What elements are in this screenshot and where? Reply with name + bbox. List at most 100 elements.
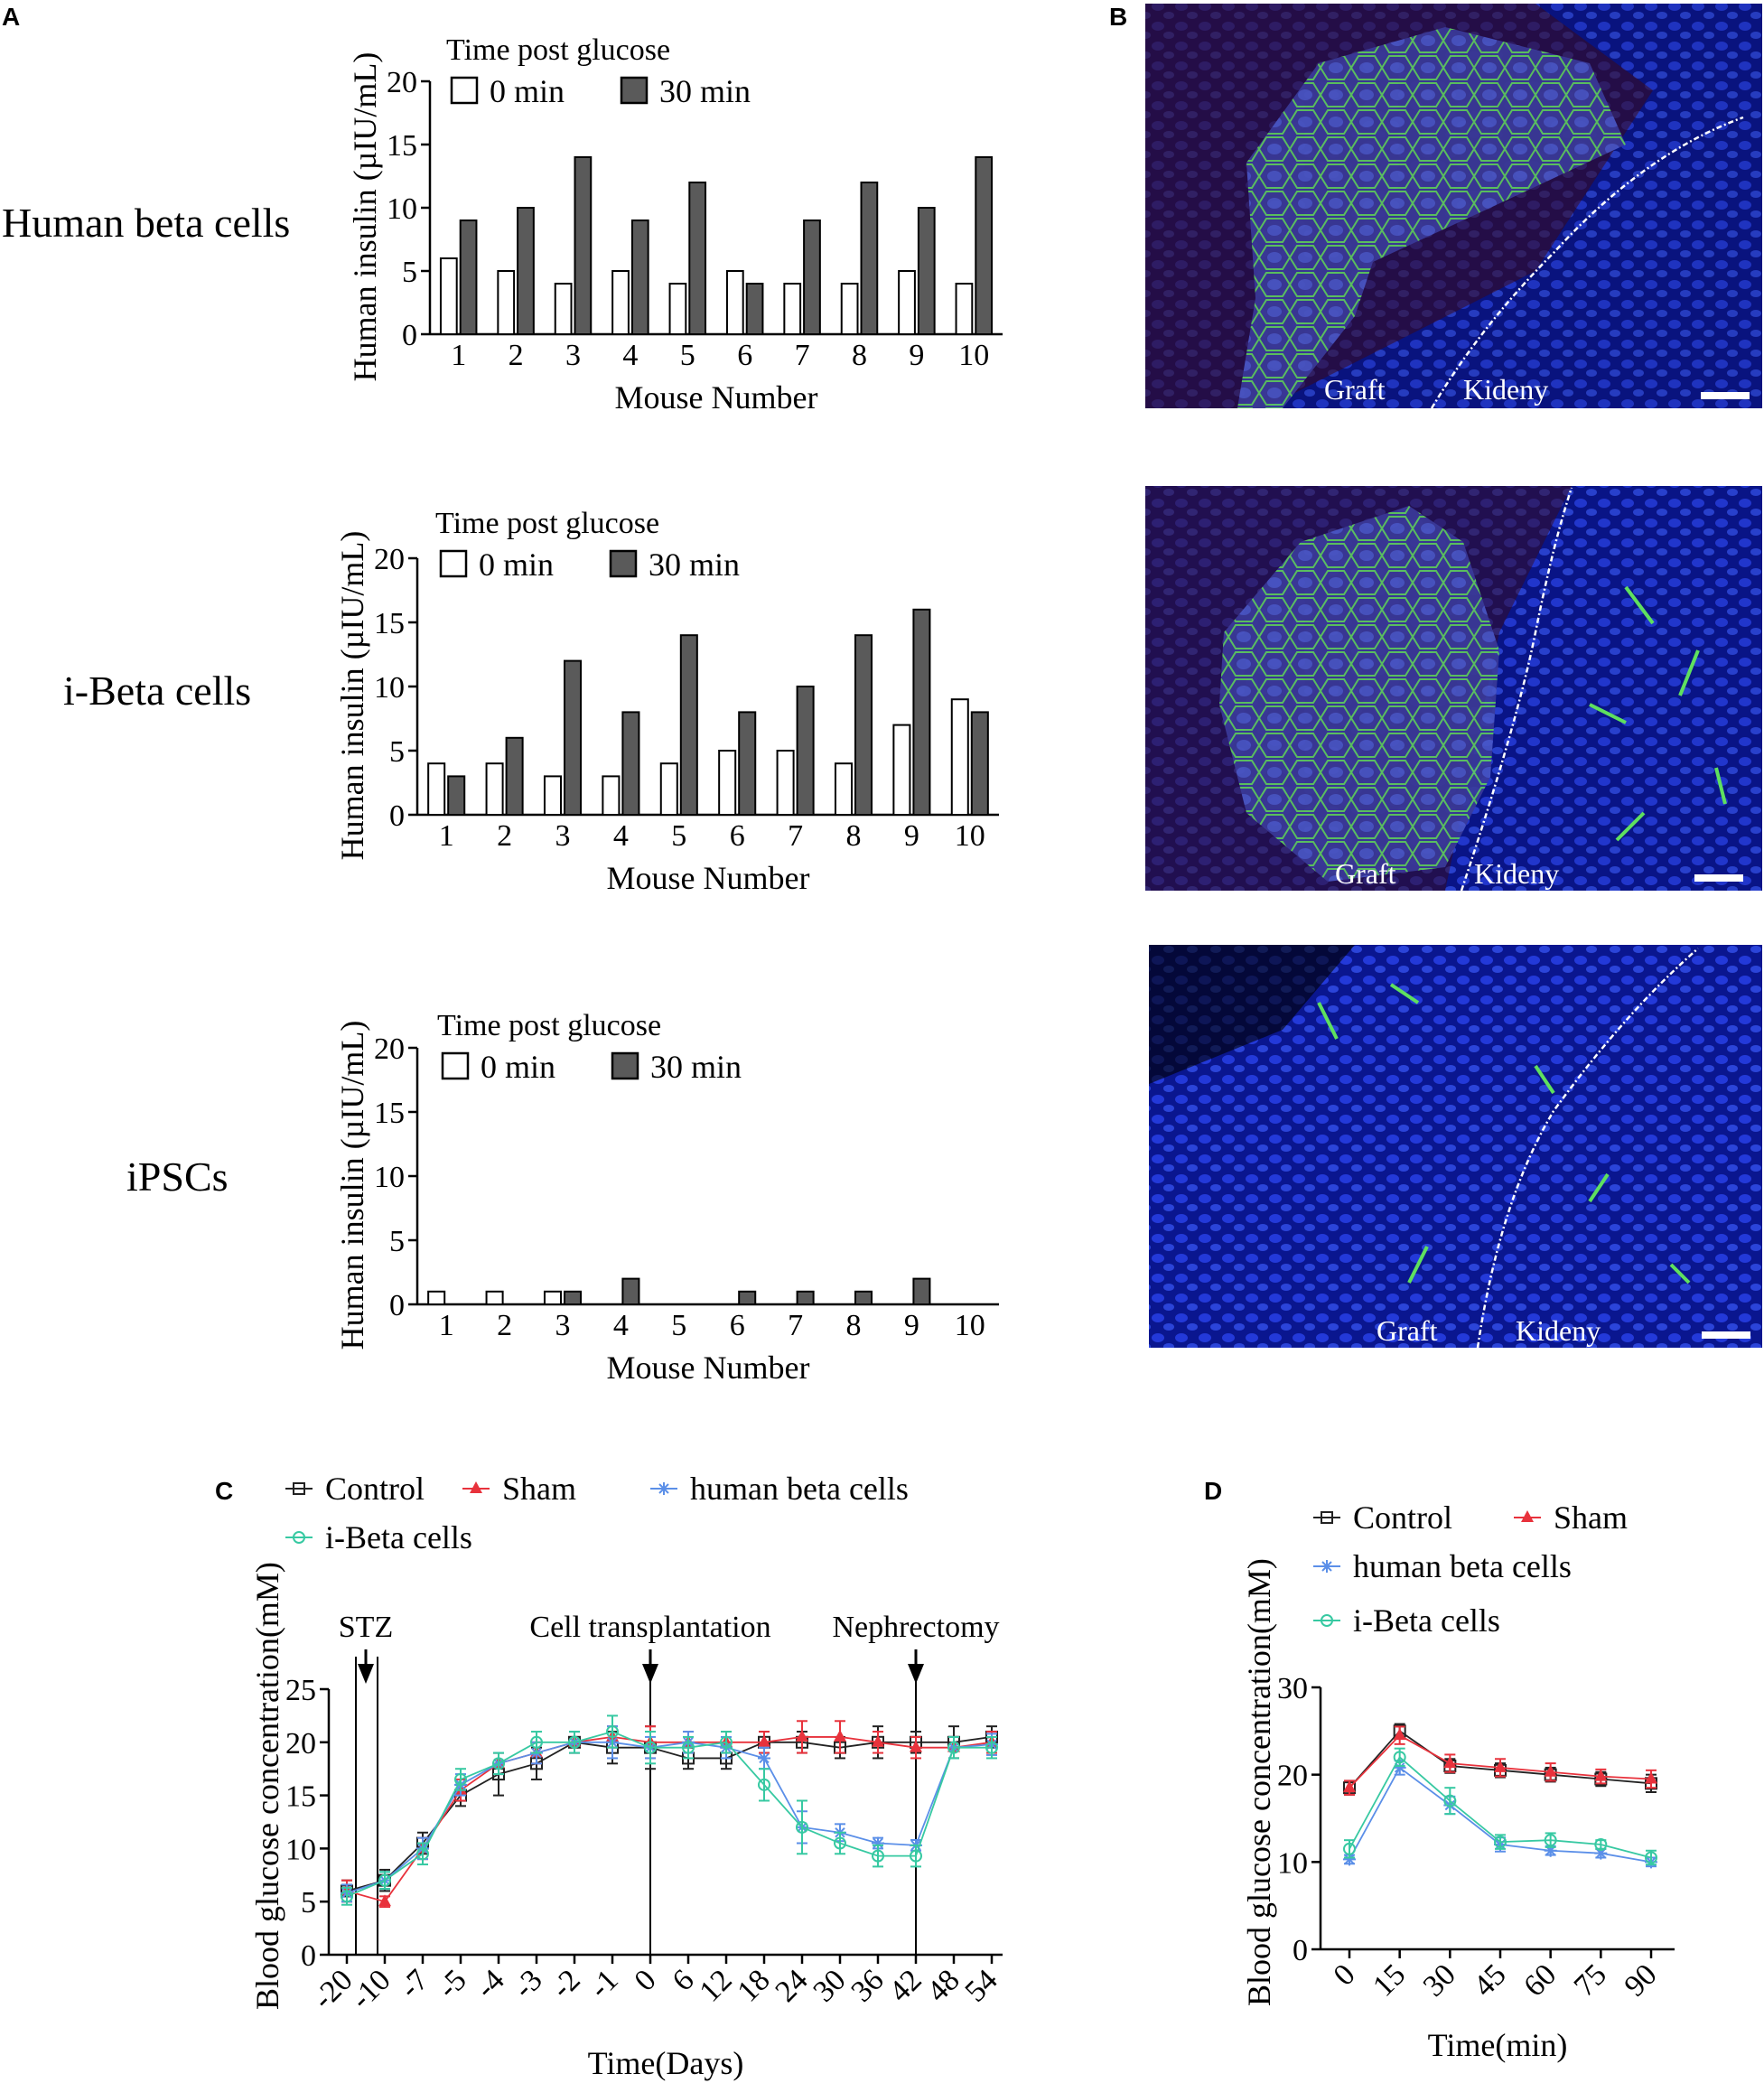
legend-swatch-30min [620, 76, 649, 105]
marker-sham [796, 1729, 808, 1742]
y-tick-label: 15 [387, 129, 417, 163]
marker-i-beta [1343, 1842, 1356, 1855]
x-tick-label: 6 [666, 1963, 700, 1997]
series-line [346, 1731, 992, 1898]
panel-label-c: C [215, 1477, 233, 1505]
bar-30-min [679, 634, 698, 817]
marker-i-beta [1645, 1851, 1657, 1864]
bar-0-min [485, 1290, 504, 1306]
x-tick-label: -3 [507, 1963, 548, 2004]
x-tick-label: 4 [613, 819, 629, 853]
annotation-arrow [642, 1664, 658, 1684]
bar-0-min [543, 775, 563, 817]
marker-sham [910, 1740, 922, 1752]
y-tick-label: 10 [387, 192, 417, 226]
x-tick-label: 60 [1517, 1957, 1563, 2003]
y-axis-label: Human insulin (µIU/mL) [347, 52, 383, 382]
legend-label: i-Beta cells [1353, 1602, 1500, 1639]
x-tick-label: 5 [671, 1309, 686, 1342]
marker-control [293, 1482, 305, 1495]
marker-i-beta [1544, 1834, 1557, 1847]
marker-sham [1393, 1728, 1406, 1741]
bar-30-min [975, 156, 994, 335]
y-tick-label: 10 [285, 1833, 316, 1866]
x-tick-label: 8 [846, 1309, 862, 1342]
bar-30-min [854, 1290, 873, 1306]
marker-i-beta [568, 1735, 581, 1749]
marker-human-beta [872, 1836, 884, 1850]
bar-30-min [738, 711, 757, 817]
x-tick-label: 90 [1618, 1957, 1663, 2003]
y-tick-label: 25 [285, 1674, 316, 1707]
marker-i-beta [492, 1757, 505, 1770]
marker-i-beta [947, 1741, 960, 1754]
marker-i-beta [1494, 1835, 1507, 1849]
legend-label: human beta cells [690, 1471, 909, 1507]
marker-i-beta [872, 1849, 884, 1863]
y-tick-label: 0 [1293, 1934, 1308, 1967]
x-tick-label: -1 [583, 1963, 624, 2004]
legend-label-30min: 30 min [650, 1049, 742, 1085]
x-tick-label: 2 [497, 819, 512, 853]
marker-i-beta [1443, 1794, 1457, 1807]
marker-human-beta [658, 1482, 670, 1495]
marker-i-beta [454, 1772, 467, 1786]
marker-i-beta [1321, 1614, 1333, 1627]
scale-bar-2 [1694, 874, 1743, 882]
bar-0-min [439, 257, 458, 335]
marker-sham [1544, 1764, 1557, 1777]
bar-0-min [840, 283, 859, 335]
x-tick-label: -10 [344, 1963, 397, 2015]
bar-30-min [621, 1277, 640, 1305]
graft-label-1: Graft [1324, 373, 1386, 406]
micrograph-i-beta: Graft Kideny [1145, 486, 1762, 892]
x-tick-label: 3 [565, 339, 581, 372]
legend-label: i-Beta cells [325, 1519, 472, 1555]
legend-title: Time post glucose [446, 33, 670, 67]
x-tick-label: 45 [1467, 1957, 1512, 2003]
marker-human-beta [1393, 1761, 1406, 1774]
bar-30-min [854, 634, 873, 817]
kidney-label-2: Kideny [1474, 857, 1559, 890]
y-tick-label: 5 [402, 256, 417, 289]
y-tick-label: 20 [1277, 1760, 1308, 1793]
legend-label: human beta cells [1353, 1548, 1572, 1584]
graft-label-2: Graft [1335, 857, 1396, 890]
bar-30-min [459, 220, 478, 335]
bar-0-min [602, 775, 621, 817]
marker-i-beta [758, 1778, 770, 1791]
bar-30-min [630, 220, 649, 335]
legend-label: Sham [502, 1471, 576, 1507]
legend-label: Control [325, 1471, 425, 1507]
panel-label-a: A [2, 3, 20, 31]
x-tick-label: 4 [622, 339, 638, 372]
y-tick-label: 5 [301, 1886, 316, 1920]
marker-sham [378, 1894, 391, 1907]
x-tick-label: 2 [497, 1309, 512, 1342]
y-tick-label: 15 [374, 1097, 405, 1130]
scale-bar-3 [1702, 1331, 1750, 1339]
marker-i-beta [378, 1873, 391, 1887]
x-tick-label: 75 [1568, 1957, 1613, 2003]
marker-i-beta [416, 1847, 429, 1861]
y-tick-label: 20 [374, 543, 405, 576]
legend-label-30min: 30 min [649, 546, 740, 583]
marker-sham [1594, 1769, 1608, 1781]
annotation-label: STZ [339, 1611, 393, 1644]
scale-bar-1 [1701, 392, 1750, 399]
y-tick-label: 5 [389, 1225, 405, 1258]
marker-i-beta [910, 1849, 922, 1863]
x-tick-label: 10 [958, 339, 989, 372]
x-tick-label: 5 [680, 339, 695, 372]
marker-sham [1443, 1756, 1457, 1769]
x-tick-label: 9 [904, 1309, 919, 1342]
marker-sham [1343, 1780, 1356, 1793]
x-tick-label: 7 [788, 1309, 803, 1342]
x-tick-label: 3 [555, 819, 571, 853]
x-tick-label: 2 [509, 339, 524, 372]
x-tick-label: -2 [545, 1963, 586, 2004]
bar-30-min [621, 711, 640, 817]
marker-i-beta [644, 1741, 657, 1754]
